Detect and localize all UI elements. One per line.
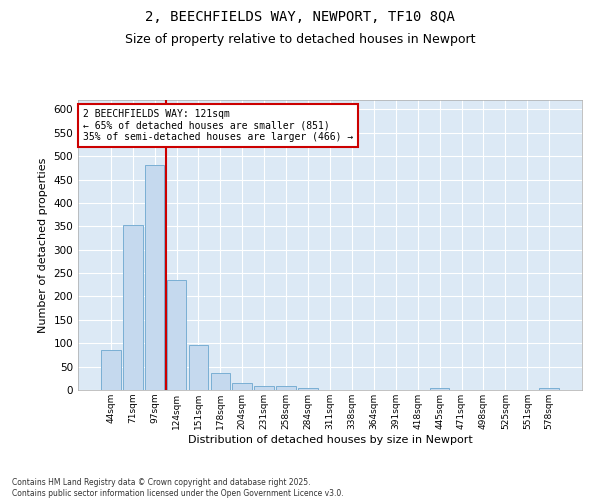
Bar	[539, 388, 559, 390]
Bar	[167, 280, 187, 390]
Text: 2, BEECHFIELDS WAY, NEWPORT, TF10 8QA: 2, BEECHFIELDS WAY, NEWPORT, TF10 8QA	[145, 10, 455, 24]
Bar	[430, 388, 449, 390]
Bar	[298, 388, 318, 390]
Text: 2 BEECHFIELDS WAY: 121sqm
← 65% of detached houses are smaller (851)
35% of semi: 2 BEECHFIELDS WAY: 121sqm ← 65% of detac…	[83, 108, 353, 142]
Bar	[276, 386, 296, 390]
Text: Size of property relative to detached houses in Newport: Size of property relative to detached ho…	[125, 32, 475, 46]
Bar	[188, 344, 208, 390]
Bar	[211, 373, 230, 390]
Bar	[145, 165, 164, 390]
Text: Contains HM Land Registry data © Crown copyright and database right 2025.
Contai: Contains HM Land Registry data © Crown c…	[12, 478, 344, 498]
Bar	[232, 382, 252, 390]
Y-axis label: Number of detached properties: Number of detached properties	[38, 158, 48, 332]
Bar	[101, 350, 121, 390]
X-axis label: Distribution of detached houses by size in Newport: Distribution of detached houses by size …	[188, 434, 472, 444]
Bar	[123, 226, 143, 390]
Bar	[254, 386, 274, 390]
